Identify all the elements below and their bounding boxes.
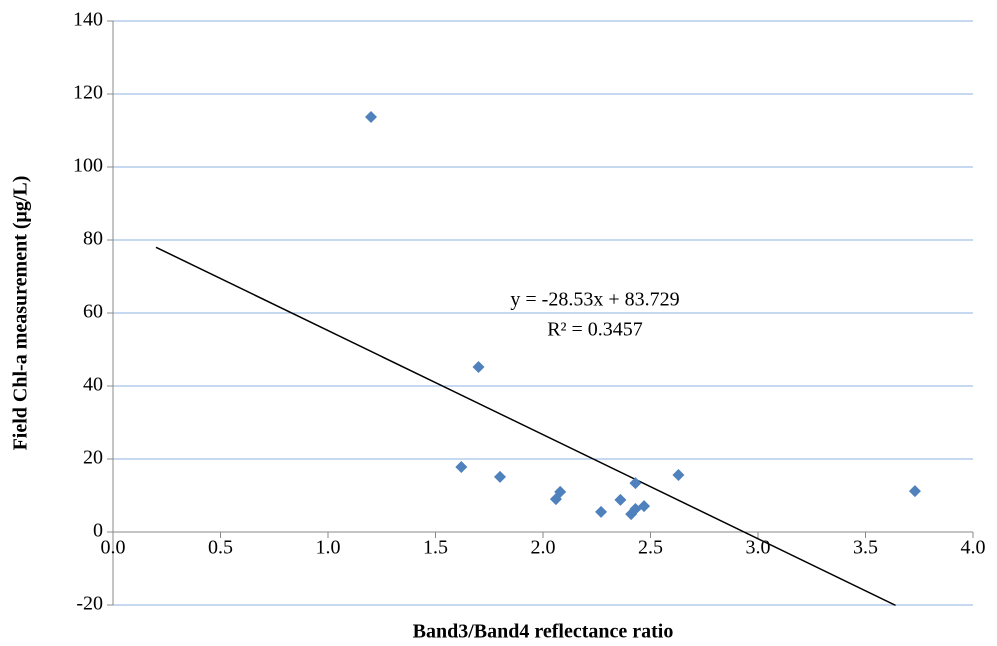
y-tick-label: 80 — [83, 228, 103, 250]
y-tick-label: 140 — [73, 9, 103, 31]
x-tick-label: 3.0 — [746, 537, 771, 559]
data-point — [629, 477, 642, 490]
x-tick-label: 0.0 — [101, 537, 126, 559]
data-point — [554, 485, 567, 498]
y-tick-label: 20 — [83, 447, 103, 469]
x-tick-label: 0.5 — [208, 537, 233, 559]
data-point — [494, 470, 506, 483]
data-point — [908, 485, 921, 498]
y-tick-label: 40 — [83, 374, 103, 396]
x-tick-label: 1.0 — [316, 537, 341, 559]
data-point — [614, 493, 627, 506]
y-tick-label: 0 — [93, 520, 103, 542]
equation-label: y = -28.53x + 83.729 — [510, 289, 679, 311]
x-tick-label: 3.5 — [853, 537, 878, 559]
x-tick-label: 2.0 — [531, 537, 556, 559]
x-tick-label: 2.5 — [638, 537, 663, 559]
x-tick-label: 1.5 — [423, 537, 448, 559]
data-point — [365, 110, 377, 123]
y-tick-label: 100 — [73, 155, 103, 177]
data-point — [455, 461, 468, 474]
trendline — [155, 246, 896, 607]
data-point — [595, 505, 608, 518]
y-tick-label: -20 — [76, 593, 103, 615]
y-axis-title: Field Chl-a measurement (μg/L) — [10, 176, 32, 451]
data-point — [472, 361, 485, 374]
r-squared-label: R² = 0.3457 — [547, 319, 643, 341]
y-tick-label: 120 — [73, 82, 103, 104]
data-point — [638, 500, 651, 513]
x-tick-label: 4.0 — [961, 537, 986, 559]
x-axis-title: Band3/Band4 reflectance ratio — [413, 621, 674, 643]
y-tick-label: 60 — [83, 301, 103, 323]
data-point — [672, 469, 685, 482]
